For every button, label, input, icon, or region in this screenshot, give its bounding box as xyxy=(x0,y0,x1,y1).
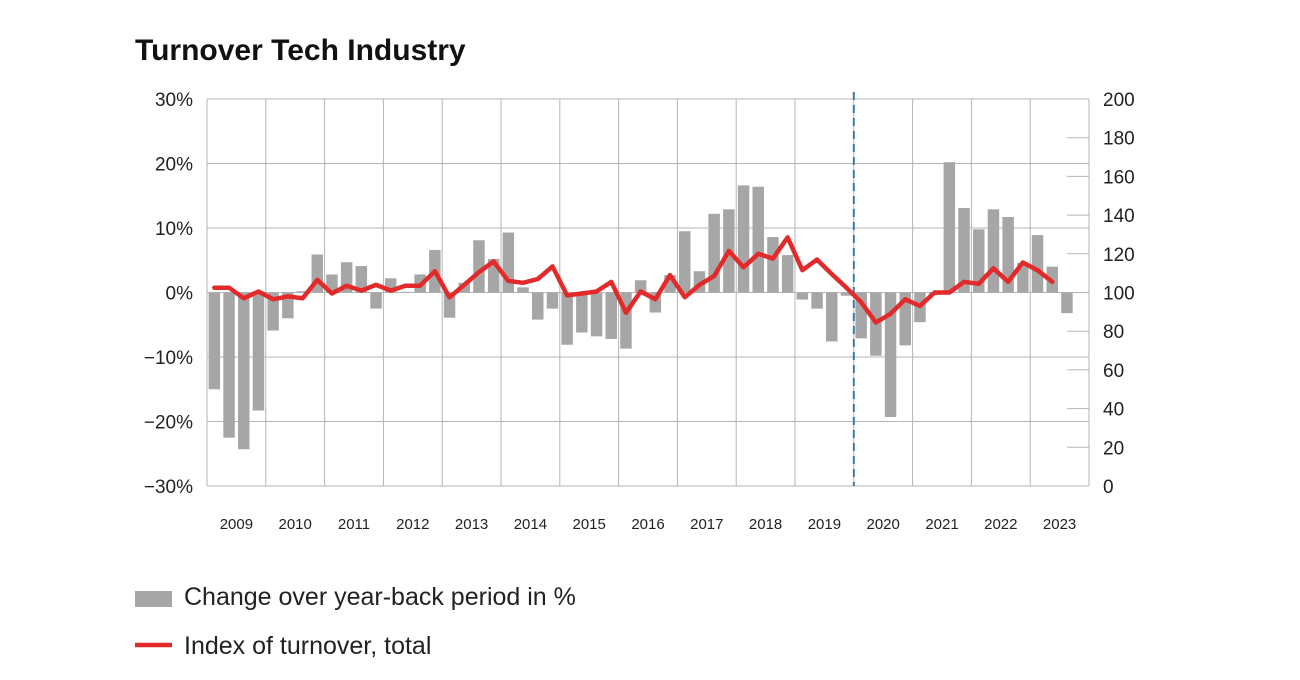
bar xyxy=(1017,262,1029,293)
y-right-tick-label: 40 xyxy=(1103,400,1124,421)
bar xyxy=(826,292,838,342)
axes: 30%20%10%0%−10%−20%−30%20018016014012010… xyxy=(144,90,1135,533)
bar xyxy=(649,292,662,313)
bar xyxy=(223,292,235,438)
bar xyxy=(546,292,559,309)
bar xyxy=(282,292,294,319)
x-tick-label: 2021 xyxy=(925,516,958,533)
x-tick-label: 2020 xyxy=(867,516,900,533)
y-right-tick-label: 200 xyxy=(1103,90,1135,111)
bar xyxy=(899,292,911,346)
bar xyxy=(664,275,676,293)
x-tick-label: 2023 xyxy=(1043,516,1076,533)
legend-bar-swatch xyxy=(135,591,172,607)
y-right-tick-label: 100 xyxy=(1103,284,1135,305)
bar xyxy=(855,292,867,339)
bar xyxy=(767,237,779,293)
legend-line-label: Index of turnover, total xyxy=(184,632,431,660)
x-tick-label: 2014 xyxy=(514,516,547,533)
grid xyxy=(206,98,1090,487)
x-tick-label: 2013 xyxy=(455,516,488,533)
bar xyxy=(796,292,809,300)
y-right-tick-label: 0 xyxy=(1103,477,1114,498)
bar xyxy=(267,292,279,331)
legend-bar-label: Change over year-back period in % xyxy=(184,583,576,611)
x-tick-label: 2019 xyxy=(808,516,841,533)
x-tick-label: 2016 xyxy=(631,516,664,533)
x-tick-label: 2012 xyxy=(396,516,429,533)
y-left-tick-label: −20% xyxy=(144,413,193,434)
bar xyxy=(399,291,412,293)
bar xyxy=(708,213,720,293)
y-right-tick-label: 60 xyxy=(1103,361,1124,382)
bar xyxy=(1061,292,1073,314)
bar xyxy=(958,208,970,293)
x-tick-label: 2010 xyxy=(279,516,312,533)
x-tick-label: 2015 xyxy=(573,516,606,533)
bar xyxy=(326,274,338,293)
bar xyxy=(811,292,823,309)
line-series xyxy=(212,235,1055,325)
bar xyxy=(973,229,985,293)
x-tick-label: 2018 xyxy=(749,516,782,533)
index-line xyxy=(212,235,1055,325)
x-tick-label: 2011 xyxy=(338,516,370,533)
y-left-tick-label: −30% xyxy=(144,477,193,498)
bar xyxy=(208,292,221,390)
bar-series xyxy=(208,162,1073,450)
y-right-tick-label: 160 xyxy=(1103,167,1135,188)
bar xyxy=(487,258,500,293)
bar xyxy=(296,291,309,293)
y-right-tick-label: 120 xyxy=(1103,245,1135,266)
y-left-tick-label: −10% xyxy=(144,348,193,369)
legend: Change over year-back period in % Index … xyxy=(135,583,576,660)
y-left-tick-label: 30% xyxy=(155,90,193,111)
y-right-tick-label: 80 xyxy=(1103,322,1124,343)
y-right-tick-label: 20 xyxy=(1103,438,1124,459)
y-left-tick-label: 20% xyxy=(155,155,193,176)
bar xyxy=(1002,217,1014,293)
bar xyxy=(840,292,853,296)
bar xyxy=(385,278,397,293)
bar xyxy=(590,292,603,337)
bar xyxy=(884,292,897,417)
x-tick-label: 2009 xyxy=(220,516,253,533)
bar xyxy=(752,186,764,293)
bar xyxy=(987,209,1000,293)
bar xyxy=(737,185,750,293)
bar xyxy=(1031,235,1044,293)
y-left-tick-label: 10% xyxy=(155,219,193,240)
x-tick-label: 2022 xyxy=(984,516,1017,533)
bar xyxy=(634,280,647,293)
bar xyxy=(340,262,353,293)
bar xyxy=(561,292,573,345)
y-left-tick-label: 0% xyxy=(166,284,194,305)
bar xyxy=(311,254,323,293)
bar xyxy=(355,266,368,293)
y-right-tick-label: 180 xyxy=(1103,129,1135,150)
bar xyxy=(943,162,956,293)
chart-title: Turnover Tech Industry xyxy=(135,34,466,67)
bar xyxy=(781,255,794,293)
bar xyxy=(238,292,250,450)
bar xyxy=(693,271,706,293)
bar xyxy=(517,287,529,293)
bar xyxy=(576,292,588,333)
bar xyxy=(532,292,544,320)
bar xyxy=(252,292,265,411)
bar xyxy=(502,232,515,293)
bar xyxy=(679,231,691,293)
bar xyxy=(443,292,456,318)
x-tick-label: 2017 xyxy=(690,516,723,533)
bar xyxy=(605,292,617,339)
y-right-tick-label: 140 xyxy=(1103,206,1135,227)
bar xyxy=(620,292,632,349)
bar xyxy=(370,292,382,309)
bar xyxy=(473,240,485,293)
